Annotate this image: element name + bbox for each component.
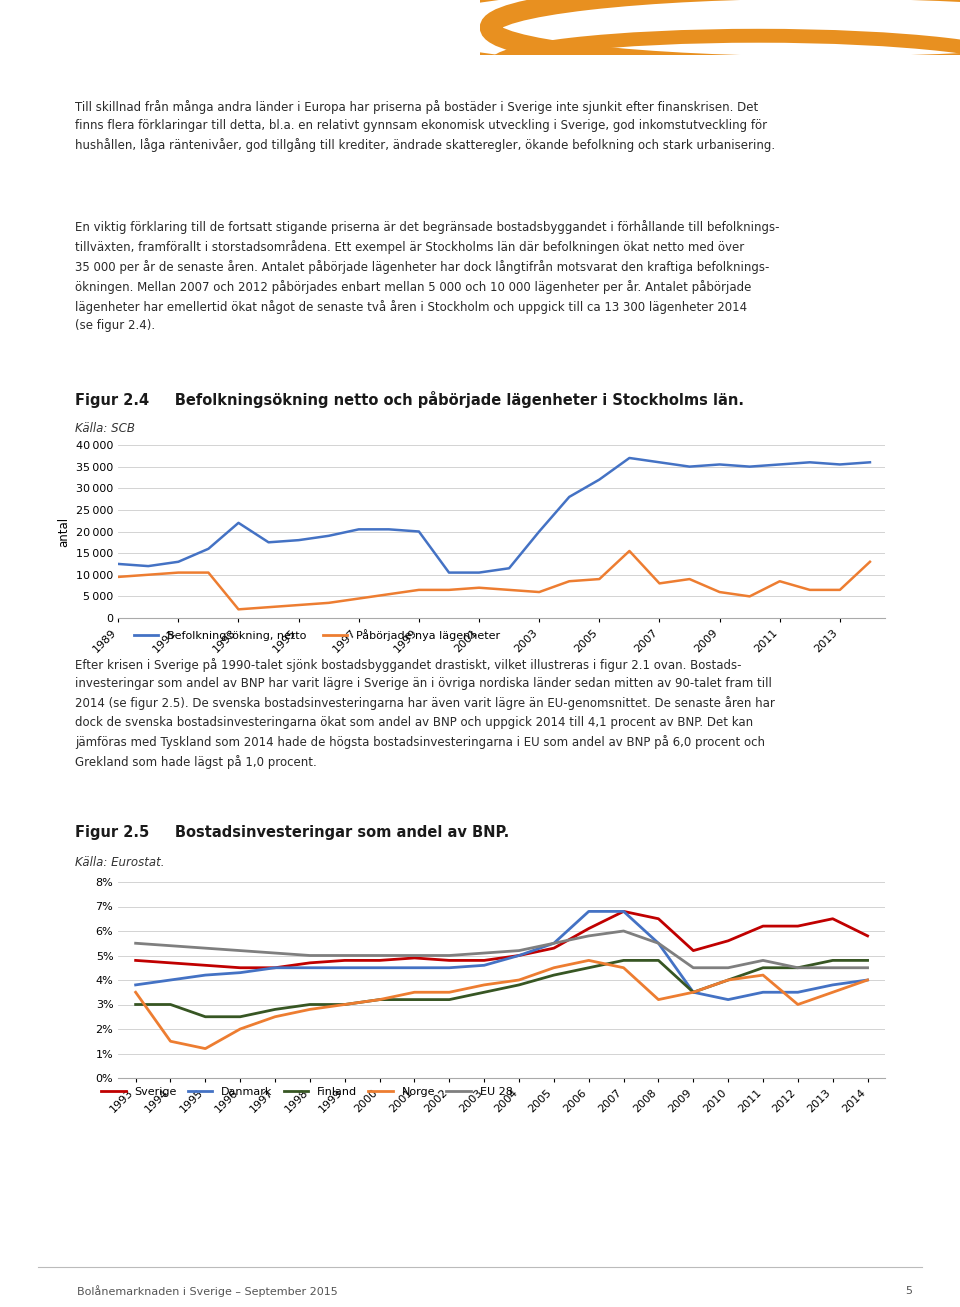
Legend: Sverige, Danmark, Finland, Norge, EU 28: Sverige, Danmark, Finland, Norge, EU 28 bbox=[97, 1082, 517, 1102]
Text: Källa: SCB: Källa: SCB bbox=[75, 421, 134, 434]
Text: En viktig förklaring till de fortsatt stigande priserna är det begränsade bostad: En viktig förklaring till de fortsatt st… bbox=[75, 220, 780, 332]
Text: Bolånemarknaden i Sverige – September 2015: Bolånemarknaden i Sverige – September 20… bbox=[77, 1285, 338, 1298]
Text: Källa: Eurostat.: Källa: Eurostat. bbox=[75, 856, 164, 868]
Legend: Befolkningsökning, netto, Påbörjade nya lägenheter: Befolkningsökning, netto, Påbörjade nya … bbox=[130, 625, 505, 646]
Text: Figur 2.5     Bostadsinvesteringar som andel av BNP.: Figur 2.5 Bostadsinvesteringar som andel… bbox=[75, 825, 509, 839]
Y-axis label: antal: antal bbox=[58, 516, 70, 546]
Text: Figur 2.4     Befolkningsökning netto och påbörjade lägenheter i Stockholms län.: Figur 2.4 Befolkningsökning netto och på… bbox=[75, 391, 744, 408]
Text: 5: 5 bbox=[905, 1286, 912, 1297]
Text: Till skillnad från många andra länder i Europa har priserna på bostäder i Sverig: Till skillnad från många andra länder i … bbox=[75, 101, 775, 153]
Text: Efter krisen i Sverige på 1990-talet sjönk bostadsbyggandet drastiskt, vilket il: Efter krisen i Sverige på 1990-talet sjö… bbox=[75, 657, 775, 769]
